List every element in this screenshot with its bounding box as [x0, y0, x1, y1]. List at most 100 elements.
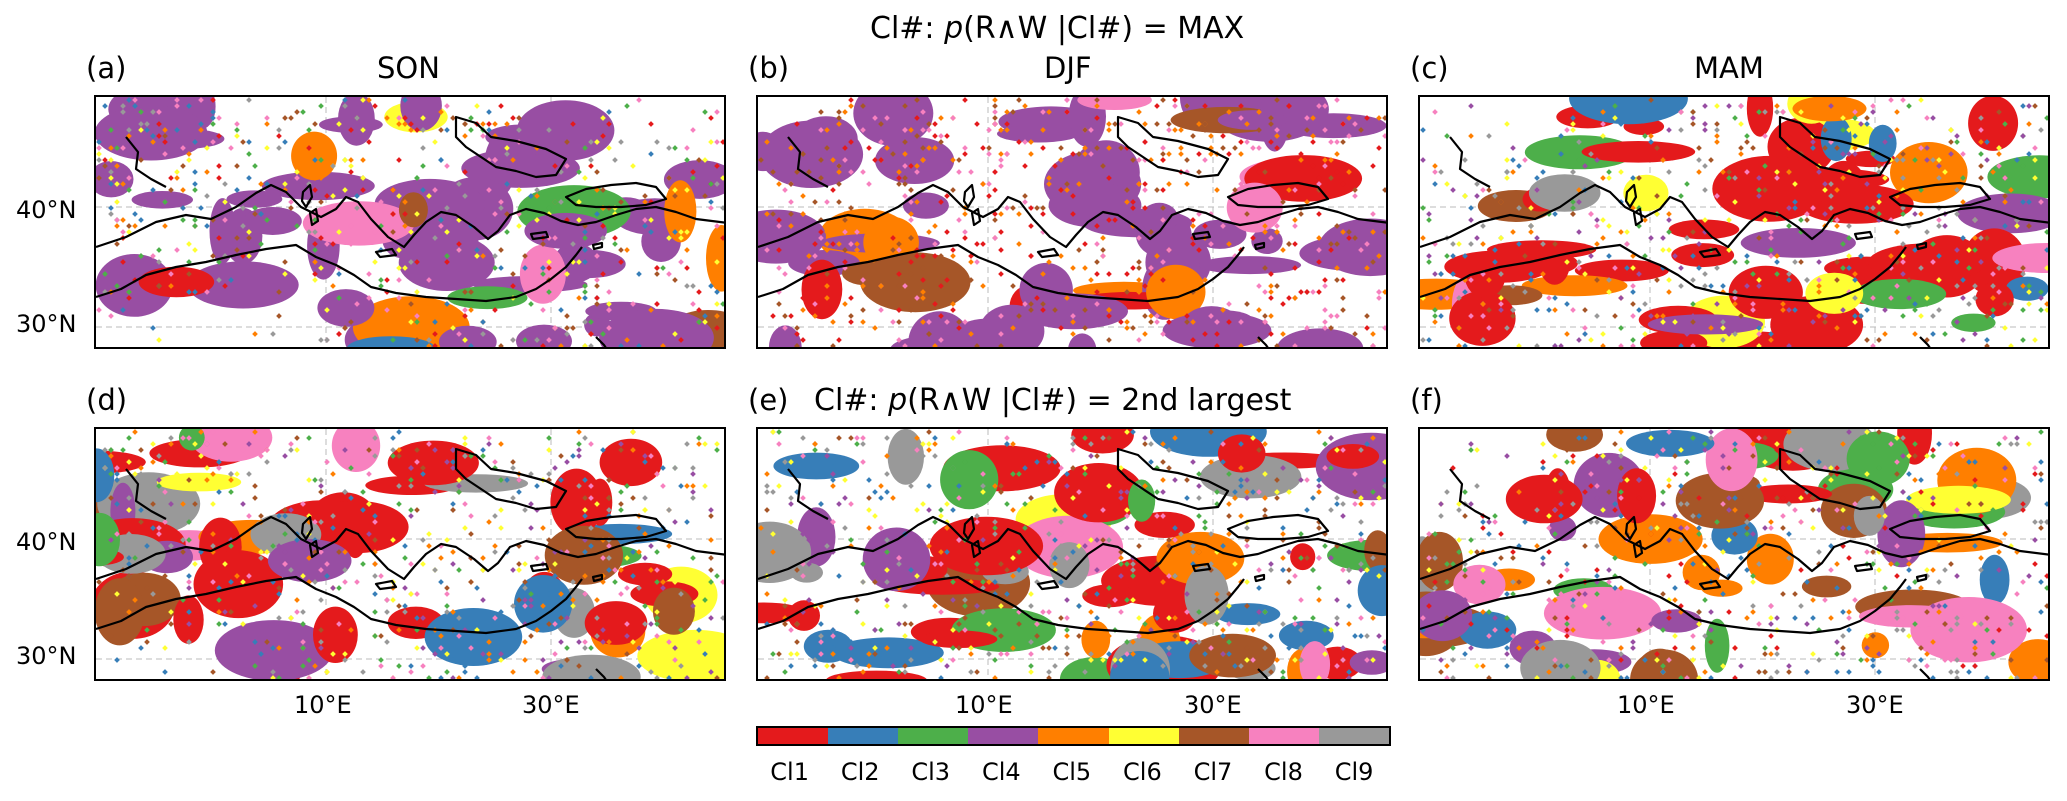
cluster-cell	[1076, 181, 1082, 187]
cluster-cell	[1298, 151, 1304, 157]
cluster-cell	[926, 229, 932, 235]
cluster-cell	[764, 507, 770, 513]
cluster-cell	[492, 253, 498, 259]
cluster-cell	[444, 127, 450, 133]
cluster-cell	[1582, 271, 1588, 277]
cluster-cell	[1684, 331, 1690, 337]
cluster-cell	[1876, 669, 1882, 675]
cluster-cell	[132, 597, 138, 603]
cluster-cell	[1630, 645, 1636, 651]
cluster-cell	[1004, 109, 1010, 115]
cluster-cell	[1100, 253, 1106, 259]
cluster-cell	[1858, 253, 1864, 259]
cluster-cell	[498, 657, 504, 663]
cluster-cell	[836, 573, 842, 579]
cluster-cell	[1268, 669, 1274, 675]
cluster-cell	[1016, 211, 1022, 217]
cluster-cell	[1274, 657, 1280, 663]
cluster-cell	[1720, 549, 1726, 555]
cluster-cell	[1966, 501, 1972, 507]
cluster-cell	[438, 555, 444, 561]
cluster-cell	[1726, 465, 1732, 471]
cluster-cell	[1978, 555, 1984, 561]
cluster-cell	[896, 307, 902, 313]
cluster-cell	[2008, 301, 2014, 307]
cluster-cell	[1064, 615, 1070, 621]
cluster-cell	[812, 313, 818, 319]
cluster-cell	[2026, 283, 2032, 289]
cluster-cell	[714, 139, 720, 145]
cluster-cell	[1232, 489, 1238, 495]
cluster-cell	[324, 241, 330, 247]
cluster-cell	[1528, 271, 1534, 277]
cluster-cell	[1810, 145, 1816, 151]
cluster-cell	[932, 133, 938, 139]
cluster-cell	[690, 471, 696, 477]
cluster-cell	[1094, 591, 1100, 597]
cluster-cell	[192, 223, 198, 229]
cluster-cell	[558, 307, 564, 313]
cluster-cell	[938, 337, 944, 343]
cluster-cell	[684, 247, 690, 253]
cluster-cell	[1322, 651, 1328, 657]
cluster-cell	[648, 669, 654, 675]
cluster-cell	[1972, 543, 1978, 549]
cluster-cell	[1954, 615, 1960, 621]
cluster-cell	[666, 507, 672, 513]
cluster-cell	[2008, 657, 2014, 663]
cluster-cell	[908, 199, 914, 205]
cluster-cell	[1918, 265, 1924, 271]
cluster-cell	[1232, 187, 1238, 193]
cluster-cell	[1972, 331, 1978, 337]
coastline-segment	[96, 515, 724, 581]
cluster-patch	[138, 266, 215, 298]
cluster-cell	[1058, 531, 1064, 537]
cluster-cell	[2026, 121, 2032, 127]
cluster-cell	[992, 579, 998, 585]
coastline-segment	[1253, 241, 1266, 251]
cluster-cell	[114, 223, 120, 229]
cluster-cell	[1444, 295, 1450, 301]
cluster-cell	[782, 621, 788, 627]
cluster-cell	[950, 115, 956, 121]
cluster-cell	[414, 259, 420, 265]
cluster-cell	[642, 199, 648, 205]
cluster-cell	[312, 229, 318, 235]
cluster-patch	[1110, 651, 1170, 679]
lat-tick-30N-top: 30°N	[16, 310, 77, 338]
cluster-cell	[690, 169, 696, 175]
cluster-cell	[264, 639, 270, 645]
cluster-cell	[1196, 495, 1202, 501]
cluster-cell	[1876, 513, 1882, 519]
cluster-cell	[920, 289, 926, 295]
cluster-cell	[402, 543, 408, 549]
cluster-cell	[1720, 283, 1726, 289]
cluster-cell	[1286, 187, 1292, 193]
cluster-cell	[1112, 657, 1118, 663]
cluster-cell	[462, 525, 468, 531]
cluster-cell	[660, 585, 666, 591]
cluster-cell	[462, 669, 468, 675]
cluster-cell	[1154, 313, 1160, 319]
cluster-cell	[360, 507, 366, 513]
cluster-cell	[1334, 615, 1340, 621]
cluster-cell	[1088, 657, 1094, 663]
cluster-cell	[758, 157, 764, 163]
cluster-cell	[1370, 331, 1376, 337]
cluster-cell	[132, 211, 138, 217]
cluster-cell	[872, 645, 878, 651]
cluster-cell	[1208, 241, 1214, 247]
cluster-cell	[1160, 151, 1166, 157]
cluster-cell	[1160, 489, 1166, 495]
cluster-cell	[1798, 567, 1804, 573]
cluster-patch	[637, 629, 724, 679]
cluster-cell	[2020, 507, 2026, 513]
cluster-cell	[372, 561, 378, 567]
cluster-cell	[636, 97, 642, 103]
cluster-cell	[1852, 277, 1858, 283]
cluster-cell	[776, 223, 782, 229]
cluster-cell	[836, 241, 842, 247]
cluster-cell	[1262, 507, 1268, 513]
cluster-cell	[1510, 633, 1516, 639]
cluster-cell	[1846, 609, 1852, 615]
